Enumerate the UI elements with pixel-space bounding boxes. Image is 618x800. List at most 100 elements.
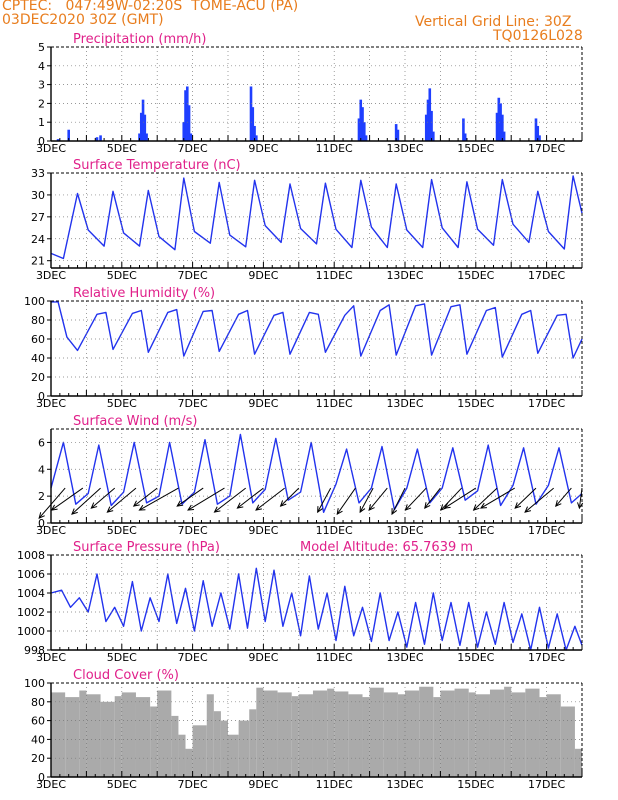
wind-arrow <box>107 487 137 513</box>
wind-arrowhead <box>71 508 78 515</box>
panel-wind: 0 2 4 6 3DEC 5DEC 7DEC 9DEC 11DEC 13DEC 15DEC 17DEC… <box>36 414 584 537</box>
humidity-xtick-label: 13DEC <box>386 397 423 410</box>
cloud-cover-bar <box>256 687 264 777</box>
wind-arrowhead <box>213 506 221 513</box>
cloud-cover-bar <box>86 694 101 777</box>
precip-bar <box>430 110 433 141</box>
humidity-xtick-label: 15DEC <box>457 397 494 410</box>
wind-arrow <box>391 487 406 515</box>
precip-bar <box>255 135 258 141</box>
wind-arrow <box>359 487 374 513</box>
temperature-ytick-label: 27 <box>31 211 45 224</box>
pressure-xtick-label: 7DEC <box>178 651 208 664</box>
run-date: 03DEC2020 30Z (GMT) <box>2 12 164 28</box>
precipitation-title: Precipitation (mm/h) <box>73 32 206 47</box>
cloud-cover-bar <box>440 690 455 777</box>
precip-bar <box>187 105 191 141</box>
cloud-cover-bar <box>348 694 363 777</box>
precip-bar <box>499 103 502 141</box>
precip-bar <box>426 99 430 141</box>
temperature-xtick-label: 9DEC <box>248 269 278 282</box>
pressure-ytick-label: 1000 <box>17 625 45 638</box>
cloud-cover-bar <box>433 697 441 777</box>
cloud-cover-bar <box>121 692 136 777</box>
wind-arrow <box>280 487 300 507</box>
precipitation-xtick-label: 15DEC <box>457 142 494 155</box>
wind-arrowhead <box>38 512 45 519</box>
cloud-cover-bar <box>546 694 561 777</box>
precipitation-ytick-label: 4 <box>38 60 45 73</box>
model-altitude: Model Altitude: 65.7639 m <box>300 540 473 555</box>
precip-bar <box>99 135 102 141</box>
pressure-ytick-label: 1008 <box>17 549 45 562</box>
temperature-ytick-label: 30 <box>31 189 45 202</box>
precipitation-ytick-label: 0 <box>38 135 45 148</box>
wind-arrowhead <box>577 502 584 510</box>
wind-xtick-label: 15DEC <box>457 524 494 537</box>
cloud-cover-xtick-label: 13DEC <box>386 778 423 791</box>
cloud-cover-title: Cloud Cover (%) <box>73 668 179 683</box>
cloud-cover-bar <box>525 688 540 777</box>
wind-arrow <box>514 487 537 509</box>
temperature-line <box>50 175 583 260</box>
wind-xtick-label: 7DEC <box>178 524 208 537</box>
precip-bar <box>463 133 467 141</box>
panel-precipitation: 0 1 2 3 4 5 3DEC 5DEC 7DEC 9DEC 11DEC 13DEC 15DEC 17D… <box>36 32 583 155</box>
humidity-xtick-label: 11DEC <box>316 397 353 410</box>
cloud-cover-xtick-label: 15DEC <box>457 778 494 791</box>
precip-bar <box>141 99 145 141</box>
wind-arrowhead <box>90 502 98 509</box>
wind-arrowhead <box>555 500 562 507</box>
cloud-cover-bar <box>263 690 278 777</box>
wind-arrow <box>176 487 204 507</box>
temperature-ytick-label: 21 <box>31 255 45 268</box>
humidity-plot-area <box>51 301 582 396</box>
temperature-title: Surface Temperature (nC) <box>73 158 241 173</box>
cloud-cover-ytick-label: 40 <box>31 733 45 746</box>
vertical-grid-note: Vertical Grid Line: 30Z <box>415 14 572 30</box>
humidity-ytick-label: 60 <box>31 333 45 346</box>
precip-bar <box>497 97 501 141</box>
wind-arrowhead <box>479 502 487 509</box>
wind-arrow <box>368 487 388 511</box>
precip-bar <box>362 122 366 141</box>
precipitation-xtick-label: 7DEC <box>178 142 208 155</box>
wind-arrow <box>38 487 66 519</box>
cloud-cover-bar <box>511 692 526 777</box>
humidity-xtick-label: 5DEC <box>107 397 137 410</box>
wind-arrow <box>139 487 179 511</box>
cloud-cover-bar <box>334 691 349 777</box>
precip-bar <box>428 88 432 141</box>
wind-arrow <box>187 487 225 511</box>
cloud-cover-bar <box>362 697 370 777</box>
wind-arrowhead <box>440 504 447 511</box>
temperature-plot-area <box>51 173 582 268</box>
pressure-xtick-label: 11DEC <box>316 651 353 664</box>
cloud-cover-bar <box>178 734 186 777</box>
wind-ytick-label: 0 <box>38 517 45 530</box>
precipitation-xtick-label: 3DEC <box>36 142 66 155</box>
cloud-cover-ytick-label: 0 <box>38 771 45 784</box>
cloud-cover-bar <box>504 686 512 777</box>
precip-bar <box>253 125 256 141</box>
wind-arrow <box>555 487 572 507</box>
wind-xtick-label: 5DEC <box>107 524 137 537</box>
precip-bar <box>249 86 253 141</box>
cloud-cover-bar <box>79 690 87 777</box>
wind-title: Surface Wind (m/s) <box>73 414 197 429</box>
wind-arrow <box>336 487 356 515</box>
precip-bar <box>396 129 400 141</box>
precip-bar <box>394 124 398 141</box>
precip-bar <box>538 135 541 141</box>
wind-xtick-label: 17DEC <box>528 524 565 537</box>
humidity-xtick-label: 17DEC <box>528 397 565 410</box>
pressure-xtick-label: 13DEC <box>386 651 423 664</box>
humidity-ytick-label: 80 <box>31 314 45 327</box>
wind-arrow <box>214 487 247 513</box>
wind-arrow <box>405 487 427 511</box>
pressure-xtick-label: 17DEC <box>528 651 565 664</box>
cloud-cover-bar <box>150 706 158 777</box>
precip-bar <box>67 129 70 141</box>
pressure-ytick-label: 1002 <box>17 606 45 619</box>
